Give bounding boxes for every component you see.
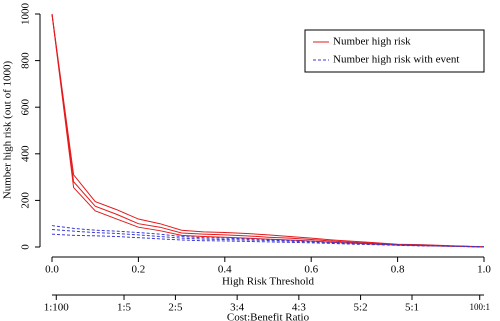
x2-axis-title: Cost:Benefit Ratio <box>227 312 310 321</box>
legend-label: Number high risk with event <box>333 54 459 66</box>
x2-tick-label: 1:5 <box>117 302 132 314</box>
y-tick-label: 400 <box>20 145 32 162</box>
y-tick-label: 600 <box>20 98 32 115</box>
y-tick-label: 1000 <box>20 3 32 26</box>
y-tick-label: 200 <box>20 192 32 209</box>
legend-label: Number high risk <box>333 36 411 48</box>
x2-tick-label: 4:3 <box>292 302 307 314</box>
x-tick-label: 0.2 <box>132 264 146 276</box>
legend-box <box>304 29 485 73</box>
y-tick-label: 0 <box>20 244 32 250</box>
x2-tick-label: 5:2 <box>354 302 368 314</box>
x-tick-label: 0.6 <box>304 264 318 276</box>
y-axis-title: Number high risk (out of 1000) <box>2 60 14 199</box>
x-tick-label: 1.0 <box>477 264 491 276</box>
x-axis-title: High Risk Threshold <box>222 276 315 288</box>
y-tick-label: 800 <box>20 52 32 69</box>
x-tick-label: 0.4 <box>218 264 232 276</box>
x2-tick-label: 5:1 <box>405 302 419 314</box>
x2-tick-label: 2:5 <box>168 302 183 314</box>
x-tick-label: 0.0 <box>45 264 59 276</box>
x2-tick-label: 3:4 <box>230 302 245 314</box>
x-tick-label: 0.8 <box>391 264 405 276</box>
x2-tick-label: 100:1 <box>469 302 490 312</box>
x2-tick-label: 1:100 <box>44 302 70 314</box>
series-line <box>51 229 485 248</box>
ci-line <box>51 225 485 248</box>
